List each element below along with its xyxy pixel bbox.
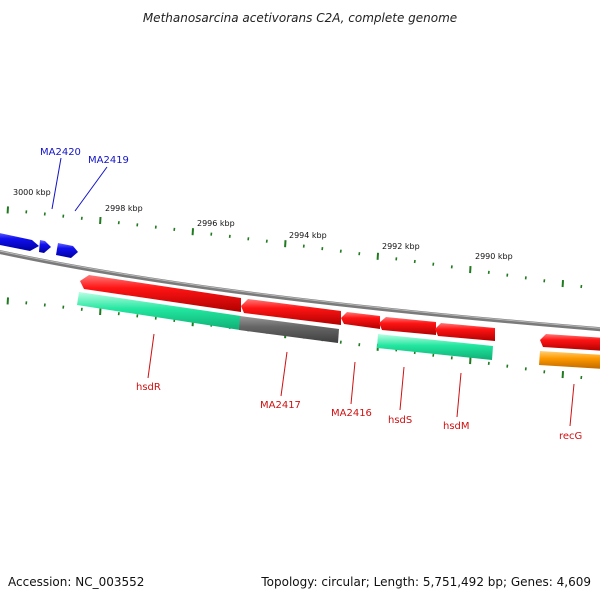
map-title: Methanosarcina acetivorans C2A, complete… <box>143 11 457 25</box>
tick-label-2992: 2992 kbp <box>382 242 420 251</box>
genome-backbone-highlight <box>0 250 600 329</box>
gene-label-hsdS: hsdS <box>388 415 412 426</box>
cog-bar-teal-hsdS[interactable] <box>377 334 493 360</box>
connector-MA2419 <box>74 166 108 212</box>
cog-bar-gray-MA2417[interactable] <box>239 316 339 343</box>
connector-recG <box>569 383 575 427</box>
gene-label-MA2417: MA2417 <box>260 400 301 411</box>
connector-hsdR <box>147 333 155 379</box>
cog-bar-teal-hsdR[interactable] <box>77 292 241 330</box>
gene-arrow-red-hsdS[interactable] <box>379 317 436 335</box>
gene-label-MA2420: MA2420 <box>40 147 81 158</box>
gene-arrow-red-hsdM[interactable] <box>435 323 495 341</box>
gene-arrow-blue-2[interactable] <box>39 240 51 253</box>
topology-text: Topology: circular; Length: 5,751,492 bp… <box>260 575 591 589</box>
gene-arrow-red-hsdR[interactable] <box>80 275 241 312</box>
gene-arrow-blue-3[interactable] <box>56 243 78 258</box>
gene-arrow-blue-1[interactable] <box>0 232 39 251</box>
connector-MA2416 <box>350 361 356 405</box>
cog-bar-orange-recG[interactable] <box>539 351 600 369</box>
tick-label-2994: 2994 kbp <box>289 231 327 240</box>
tick-label-2996: 2996 kbp <box>197 219 235 228</box>
tick-label-2998: 2998 kbp <box>105 204 143 213</box>
connector-MA2420 <box>51 157 62 210</box>
upper-tick-row <box>6 206 583 289</box>
gene-label-recG: recG <box>559 431 582 442</box>
connector-hsdM <box>456 372 462 418</box>
genome-backbone <box>0 250 600 332</box>
gene-label-hsdR: hsdR <box>136 382 161 393</box>
accession-text: Accession: NC_003552 <box>8 575 144 589</box>
gene-arrow-red-MA2417[interactable] <box>241 299 341 325</box>
connector-hsdS <box>399 366 405 411</box>
gene-label-MA2419: MA2419 <box>88 155 129 166</box>
tick-label-3000: 3000 kbp <box>13 188 51 197</box>
connector-MA2417 <box>280 351 288 397</box>
gene-arrow-red-MA2416[interactable] <box>341 312 380 329</box>
gene-label-MA2416: MA2416 <box>331 408 372 419</box>
tick-label-2990: 2990 kbp <box>475 252 513 261</box>
gene-arrow-red-recG[interactable] <box>540 334 600 351</box>
gene-label-hsdM: hsdM <box>443 421 470 432</box>
